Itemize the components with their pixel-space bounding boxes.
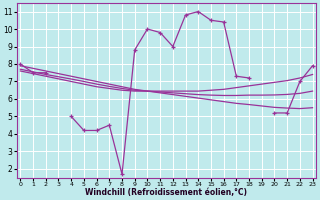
X-axis label: Windchill (Refroidissement éolien,°C): Windchill (Refroidissement éolien,°C) bbox=[85, 188, 247, 197]
